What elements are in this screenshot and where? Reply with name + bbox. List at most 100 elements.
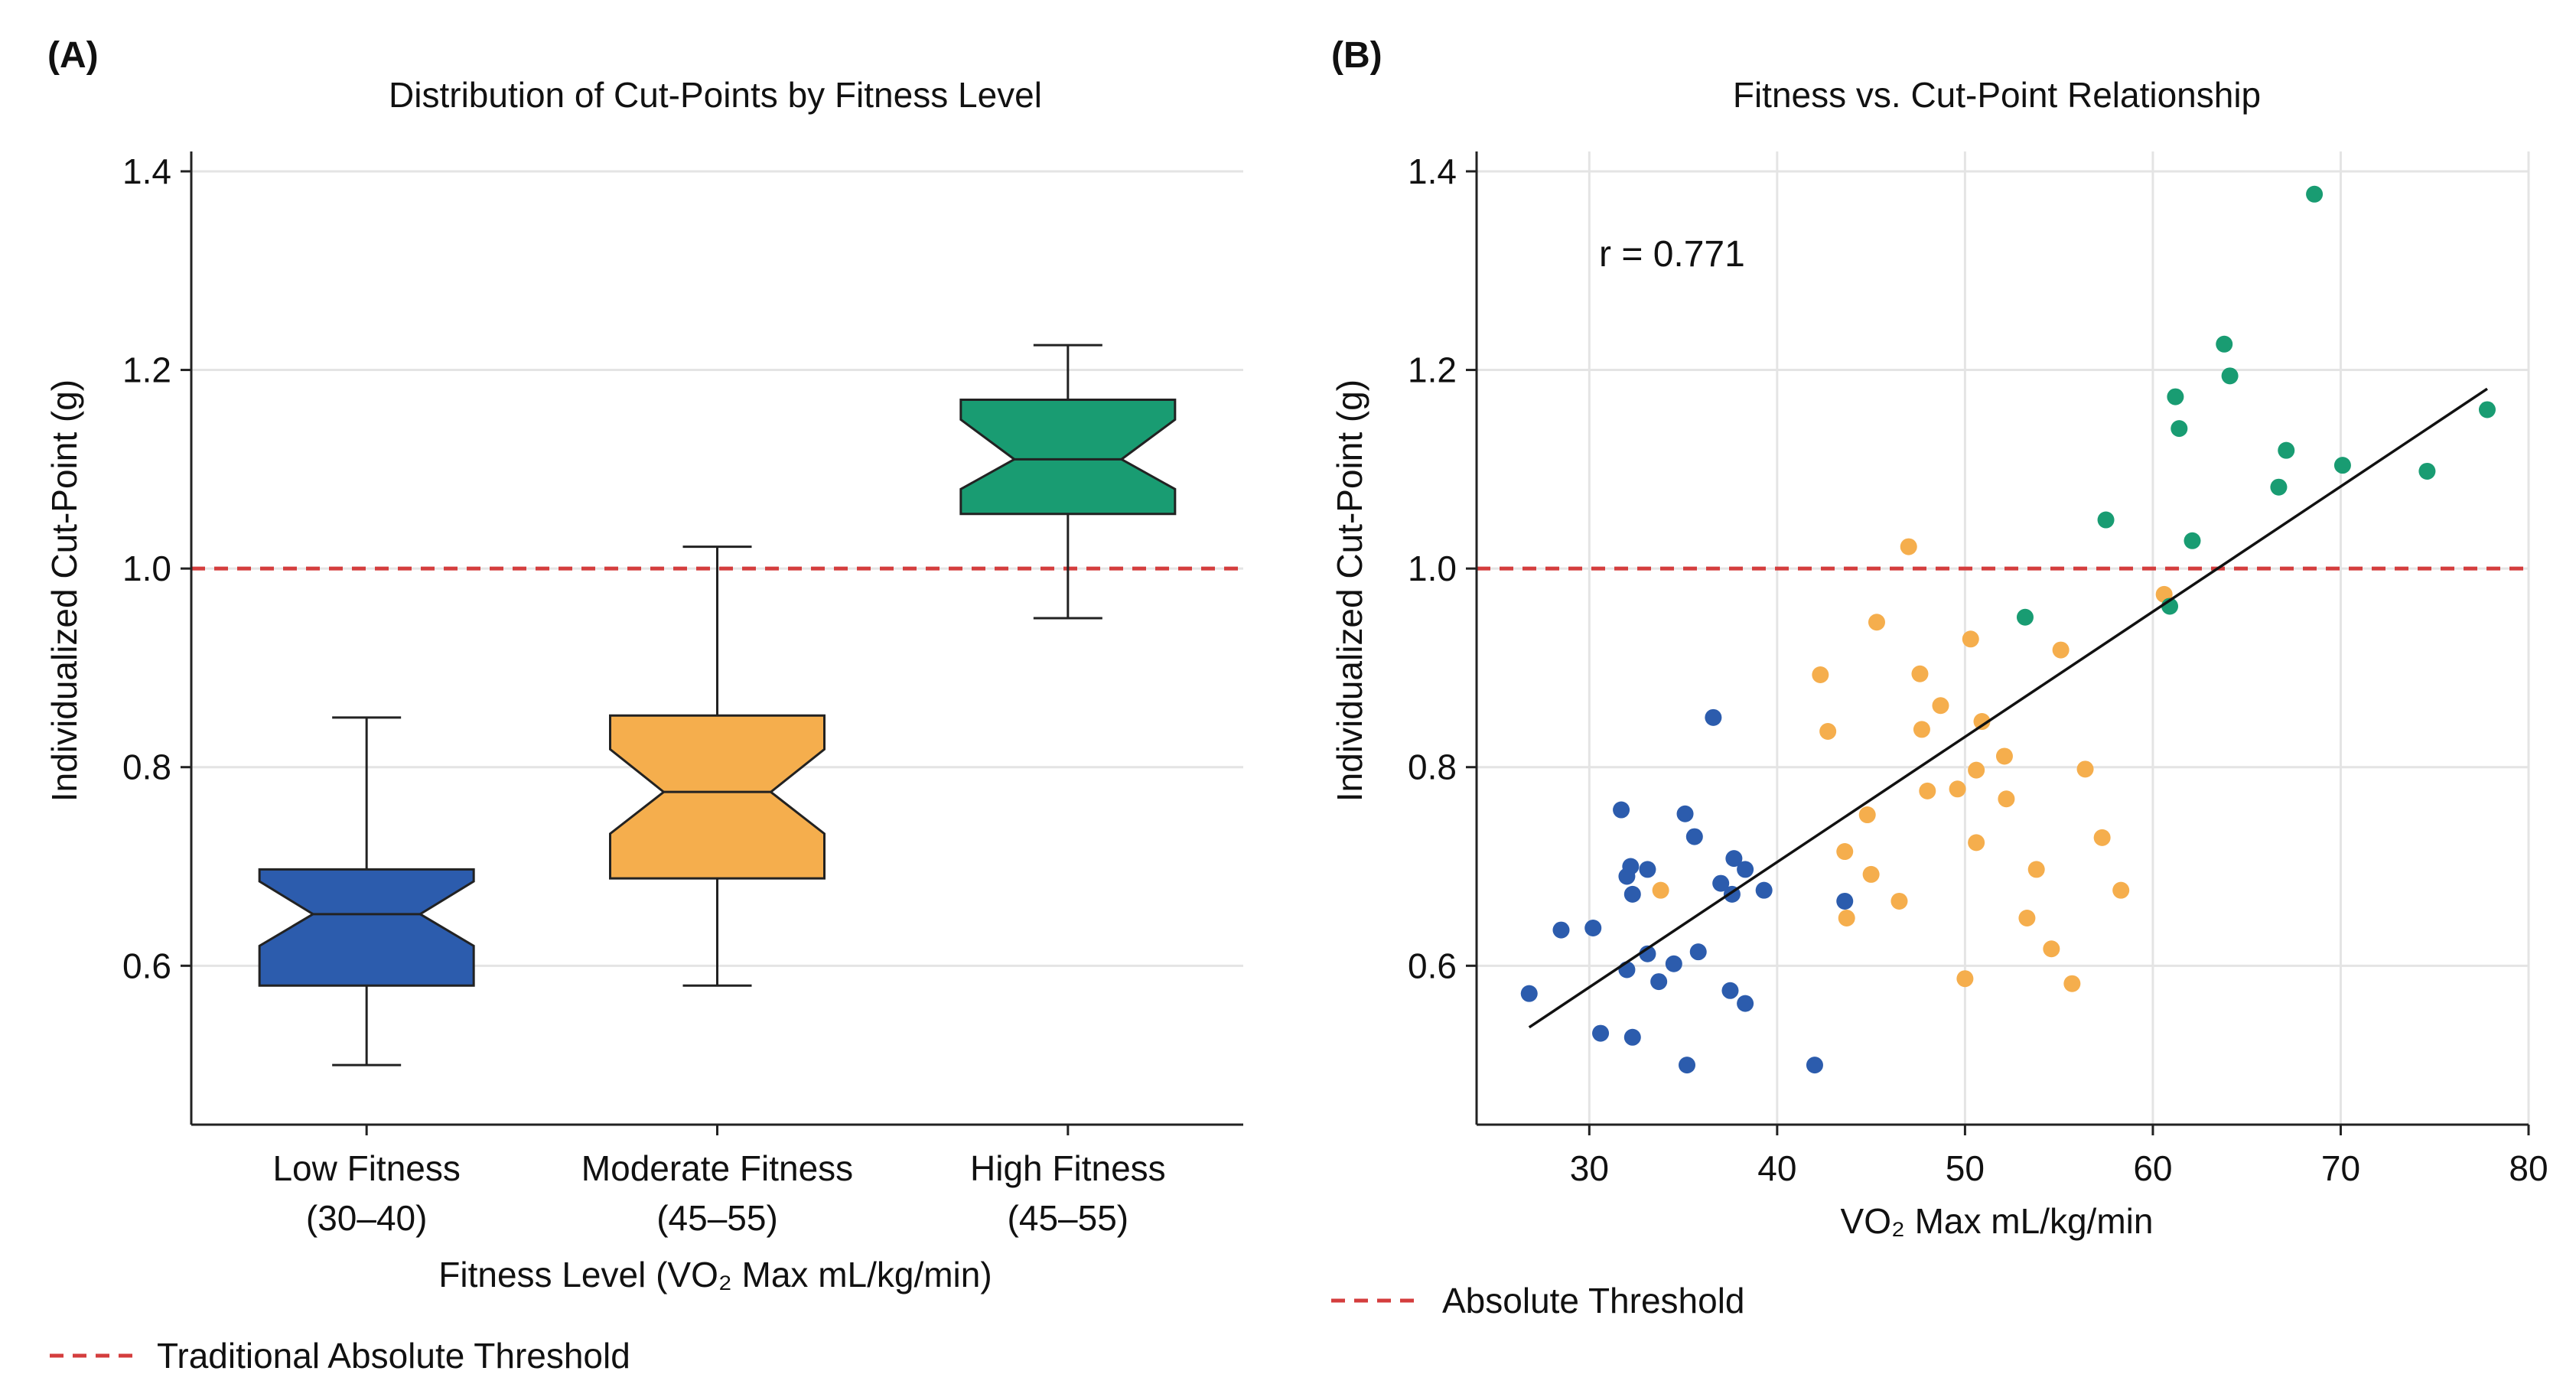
panel-a-title: Distribution of Cut-Points by Fitness Le… [389, 75, 1042, 115]
point-low-25 [1755, 881, 1773, 899]
panel-a-x-tick-label-moderate: Moderate Fitness [581, 1148, 853, 1188]
panel-b: (B) Fitness vs. Cut-Point Relationship 0… [1330, 35, 2548, 1320]
panel-b-points [1520, 185, 2496, 1074]
point-moderate-9 [1900, 538, 1917, 555]
panel-a-legend-label: Traditional Absolute Threshold [157, 1336, 630, 1376]
point-moderate-4 [1838, 910, 1855, 927]
point-low-3 [1592, 1024, 1610, 1042]
point-low-10 [1639, 945, 1656, 962]
panel-b-legend: Absolute Threshold [1331, 1281, 1745, 1320]
point-high-9 [2278, 441, 2295, 459]
point-moderate-16 [1962, 630, 1979, 648]
point-moderate-29 [2112, 881, 2130, 899]
box-moderate-body [609, 714, 826, 880]
series-low [1520, 708, 1854, 1074]
point-low-12 [1650, 973, 1668, 991]
point-high-0 [2016, 608, 2034, 626]
point-moderate-19 [1973, 713, 1991, 731]
point-low-9 [1623, 1028, 1641, 1046]
panel-b-fit [1528, 387, 2488, 1029]
point-low-11 [1639, 861, 1656, 878]
panel-a-y-tick-label-1: 0.8 [122, 747, 171, 787]
panel-b-x-tick-label-4: 70 [2321, 1148, 2360, 1188]
panel-b-axes [1475, 151, 2529, 1126]
panel-a-x-tick-range-high: (45–55) [1008, 1198, 1129, 1238]
point-low-16 [1685, 828, 1703, 845]
point-moderate-7 [1868, 614, 1885, 631]
panel-b-title: Fitness vs. Cut-Point Relationship [1733, 75, 2261, 115]
panel-b-label: (B) [1331, 35, 1382, 76]
point-moderate-24 [2043, 940, 2060, 958]
box-high-body [959, 398, 1177, 516]
point-low-14 [1676, 805, 1694, 822]
panel-b-legend-label: Absolute Threshold [1442, 1281, 1745, 1320]
panel-a-y-tick-label-3: 1.2 [122, 350, 171, 390]
point-low-27 [1836, 892, 1854, 910]
panel-a-x-tick-label-low: Low Fitness [272, 1148, 460, 1188]
point-moderate-18 [1968, 761, 1985, 779]
point-moderate-17 [1968, 834, 1985, 852]
point-high-5 [2184, 532, 2201, 549]
point-moderate-27 [2076, 760, 2094, 778]
point-low-8 [1623, 885, 1641, 903]
point-low-17 [1689, 943, 1707, 961]
panel-a-x-tick-range-low: (30–40) [306, 1198, 428, 1238]
point-high-7 [2221, 367, 2239, 385]
point-moderate-23 [2027, 861, 2045, 878]
panel-a-x-axis-label: Fitness Level (VO₂ Max mL/kg/min) [438, 1255, 992, 1294]
panel-b-gridlines [1477, 151, 2530, 1125]
point-moderate-20 [1995, 747, 2013, 765]
panel-a-y-tick-label-4: 1.4 [122, 151, 171, 191]
panel-b-x-tick-label-3: 60 [2133, 1148, 2172, 1188]
panel-b-y-tick-label-3: 1.2 [1408, 350, 1457, 390]
point-low-18 [1705, 708, 1722, 726]
point-low-19 [1712, 874, 1730, 892]
panel-a-legend: Traditional Absolute Threshold [50, 1336, 630, 1376]
point-moderate-25 [2052, 641, 2070, 659]
point-high-6 [2216, 335, 2233, 353]
panel-a-x-tick-range-moderate: (45–55) [656, 1198, 778, 1238]
point-moderate-1 [1812, 666, 1829, 684]
point-moderate-14 [1949, 780, 1966, 798]
panel-a-label: (A) [47, 35, 99, 76]
panel-b-x-tick-label-0: 30 [1570, 1148, 1609, 1188]
point-moderate-3 [1836, 843, 1854, 861]
box-high [959, 344, 1177, 620]
point-low-26 [1806, 1057, 1823, 1074]
regression-line [1528, 387, 2488, 1029]
point-moderate-8 [1890, 892, 1908, 910]
point-low-1 [1552, 921, 1570, 939]
point-low-23 [1737, 861, 1754, 878]
panel-b-y-axis-label: Individualized Cut-Point (g) [1330, 379, 1369, 802]
box-moderate [609, 545, 826, 987]
point-moderate-6 [1862, 865, 1880, 883]
panel-a-y-tick-label-2: 1.0 [122, 549, 171, 588]
panel-b-x-tick-label-5: 80 [2509, 1148, 2548, 1188]
panel-b-y-tick-label-0: 0.6 [1408, 946, 1457, 985]
panel-a-y-ticks: 0.6 0.8 1.0 1.2 1.4 [122, 151, 191, 985]
panel-a-y-axis-label: Individualized Cut-Point (g) [44, 379, 84, 802]
point-high-3 [2167, 388, 2184, 405]
point-low-13 [1665, 955, 1682, 972]
panel-b-y-tick-label-1: 0.8 [1408, 747, 1457, 787]
point-moderate-12 [1919, 782, 1936, 799]
panel-a: (A) Distribution of Cut-Points by Fitnes… [44, 35, 1243, 1376]
point-high-1 [2097, 511, 2115, 529]
point-high-13 [2478, 401, 2496, 418]
point-moderate-26 [2063, 975, 2081, 992]
point-low-22 [1725, 850, 1743, 868]
panel-b-x-ticks: 30 40 50 60 70 80 [1570, 1125, 2548, 1188]
series-moderate [1652, 538, 2173, 992]
panel-b-x-tick-label-1: 40 [1757, 1148, 1796, 1188]
box-low [258, 716, 475, 1066]
point-moderate-21 [1998, 790, 2015, 808]
panel-a-boxes [258, 344, 1177, 1066]
box-low-body [258, 868, 475, 987]
panel-b-y-tick-label-2: 1.0 [1408, 549, 1457, 588]
panel-a-y-tick-label-0: 0.6 [122, 946, 171, 985]
point-low-4 [1613, 801, 1630, 819]
point-low-6 [1618, 961, 1636, 979]
panel-b-y-tick-label-4: 1.4 [1408, 151, 1457, 191]
point-low-0 [1520, 985, 1538, 1002]
